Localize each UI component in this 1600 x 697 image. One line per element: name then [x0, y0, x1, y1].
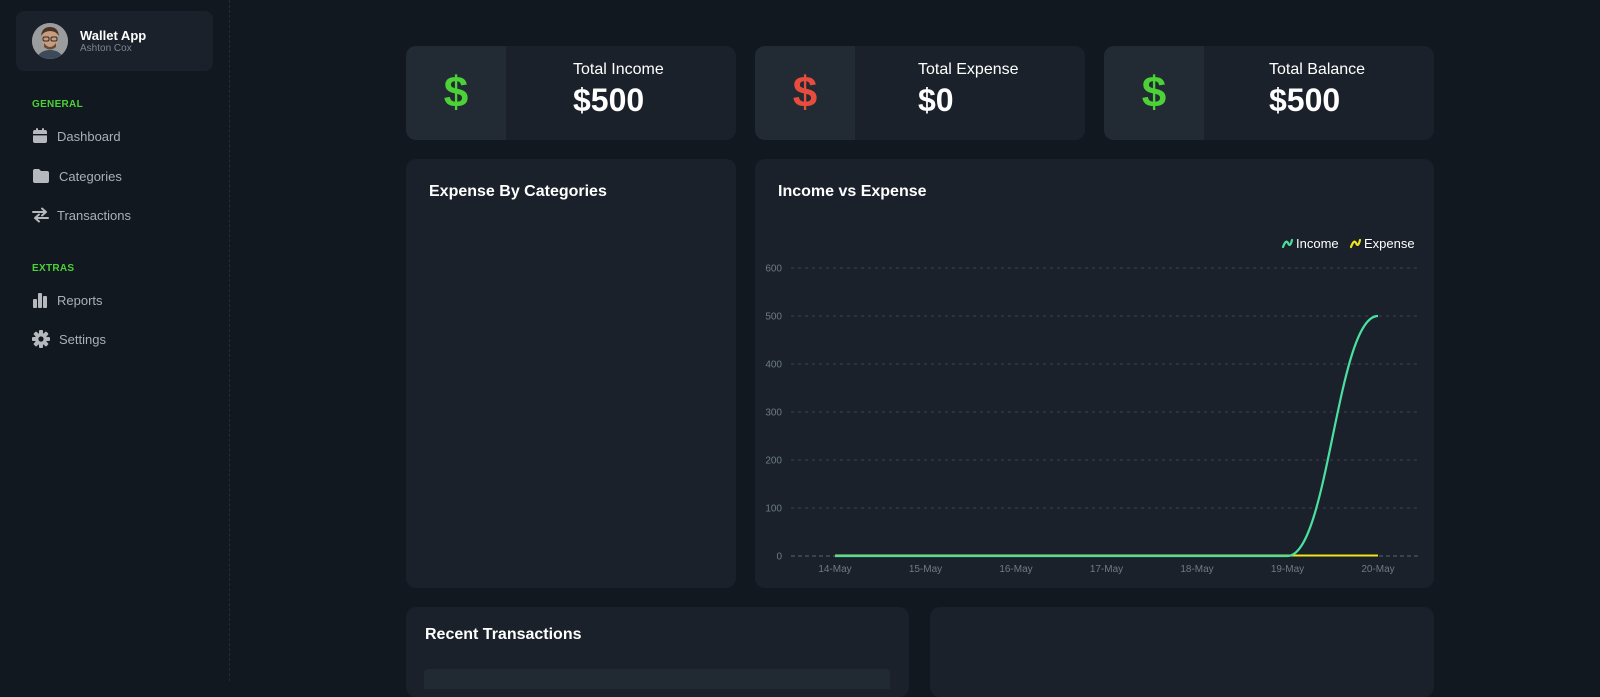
stat-title: Total Balance	[1269, 61, 1366, 78]
y-tick-label: 300	[765, 408, 782, 419]
stat-title: Total Expense	[918, 61, 1019, 78]
total-expense-card: $ Total Expense $0	[755, 46, 1085, 140]
transactions-table-header	[424, 669, 890, 689]
section-label-extras: EXTRAS	[32, 263, 75, 274]
legend-label-income: Income	[1296, 236, 1339, 251]
sidebar-item-categories[interactable]: Categories	[31, 164, 122, 188]
transfer-arrows-icon	[31, 206, 49, 224]
x-tick-label: 18-May	[1180, 564, 1213, 575]
legend-marker-income	[1281, 238, 1294, 249]
legend-marker-expense	[1349, 238, 1362, 249]
sidebar-item-label: Reports	[57, 292, 103, 308]
panel-title: Expense By Categories	[429, 183, 607, 200]
sidebar-item-transactions[interactable]: Transactions	[31, 203, 131, 227]
expense-by-categories-panel: Expense By Categories	[406, 159, 736, 588]
income-vs-expense-panel: Income vs Expense 0 100 200 300 400 500 600 14-…	[755, 159, 1434, 588]
stat-value: $500	[573, 82, 645, 118]
panel-title: Recent Transactions	[425, 626, 582, 643]
y-tick-label: 600	[765, 264, 782, 275]
panel-title: Income vs Expense	[778, 183, 927, 200]
y-tick-label: 100	[765, 504, 782, 515]
sidebar-item-settings[interactable]: Settings	[31, 327, 106, 351]
sidebar: Wallet App Ashton Cox GENERAL Dashboard …	[0, 0, 230, 681]
y-tick-label: 200	[765, 456, 782, 467]
sidebar-item-reports[interactable]: Reports	[31, 288, 103, 312]
stat-title: Total Income	[573, 61, 664, 78]
bar-chart-icon	[31, 291, 49, 309]
x-tick-label: 16-May	[999, 564, 1032, 575]
legend-label-expense: Expense	[1364, 236, 1415, 251]
total-balance-card: $ Total Balance $500	[1104, 46, 1434, 140]
gear-icon	[31, 330, 51, 348]
app-name: Wallet App	[80, 28, 147, 43]
x-tick-label: 17-May	[1090, 564, 1123, 575]
stat-value: $500	[1269, 82, 1341, 118]
total-income-card: $ Total Income $500	[406, 46, 736, 140]
x-tick-label: 14-May	[818, 564, 851, 575]
y-tick-label: 0	[776, 552, 782, 563]
recent-transactions-panel: Recent Transactions	[406, 607, 909, 697]
calendar-icon	[31, 127, 49, 145]
folder-icon	[31, 167, 51, 185]
y-tick-label: 400	[765, 360, 782, 371]
dollar-icon: $	[755, 46, 855, 140]
bottom-right-panel	[930, 607, 1434, 697]
x-tick-label: 20-May	[1361, 564, 1394, 575]
sidebar-item-label: Categories	[59, 168, 122, 184]
avatar	[32, 23, 68, 59]
dollar-icon: $	[406, 46, 506, 140]
profile-card[interactable]: Wallet App Ashton Cox	[16, 11, 213, 71]
series-line-income	[835, 314, 1379, 558]
stat-value: $0	[918, 82, 954, 118]
sidebar-item-label: Settings	[59, 331, 106, 347]
x-tick-label: 15-May	[909, 564, 942, 575]
sidebar-item-label: Transactions	[57, 207, 131, 223]
sidebar-item-dashboard[interactable]: Dashboard	[31, 124, 121, 148]
income-vs-expense-chart: 0 100 200 300 400 500 600 14-May 15-May 16-May 17-…	[765, 236, 1421, 575]
sidebar-item-label: Dashboard	[57, 128, 121, 144]
dollar-icon: $	[1104, 46, 1204, 140]
y-tick-label: 500	[765, 312, 782, 323]
section-label-general: GENERAL	[32, 99, 83, 110]
x-tick-label: 19-May	[1271, 564, 1304, 575]
user-name: Ashton Cox	[80, 43, 132, 54]
